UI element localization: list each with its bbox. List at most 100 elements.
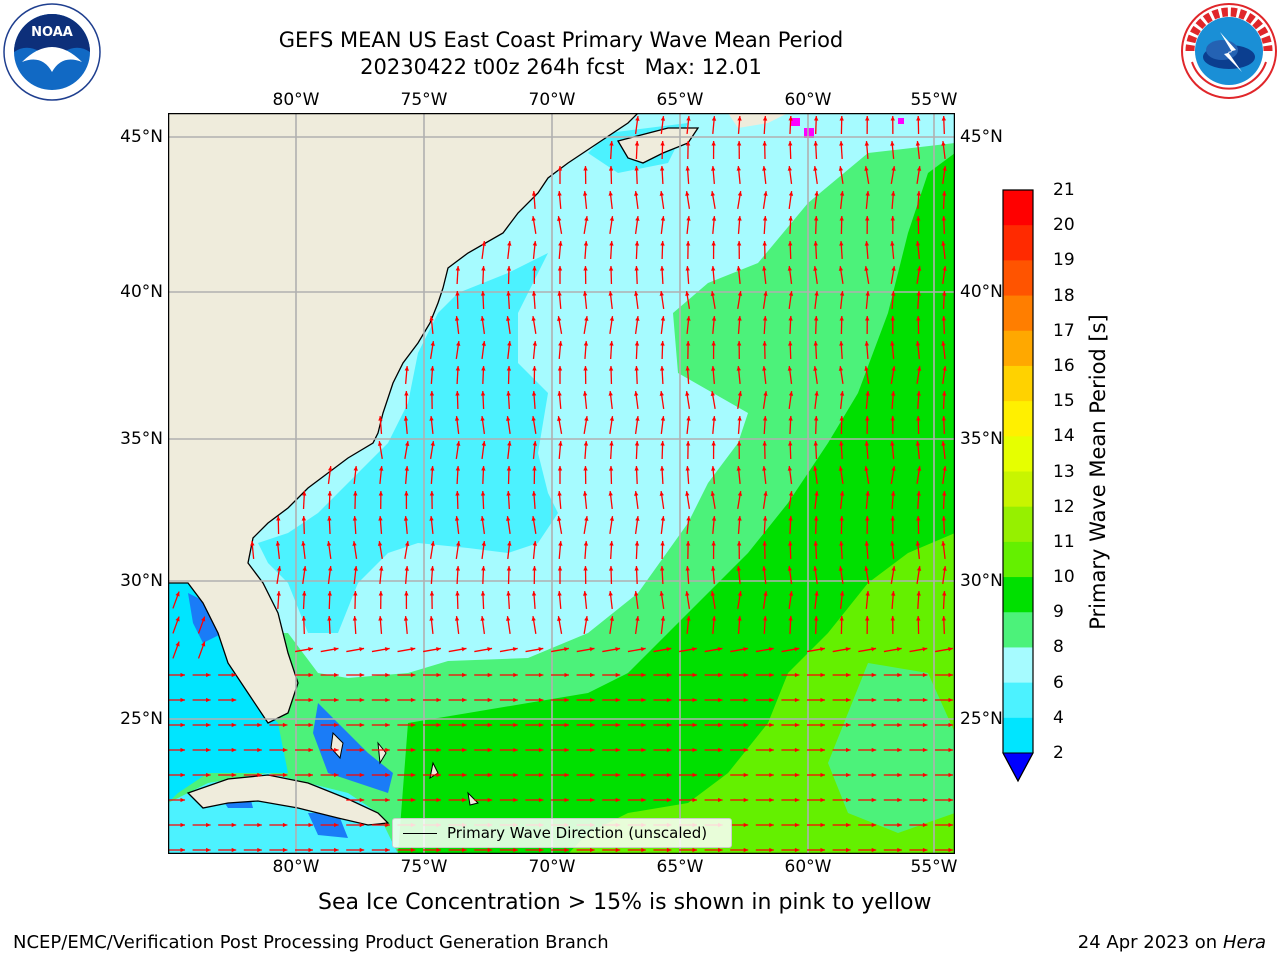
wave-direction-arrow	[704, 747, 723, 753]
wave-period-map	[168, 113, 955, 854]
wave-direction-arrow	[627, 847, 646, 853]
wave-direction-arrow	[583, 216, 589, 234]
wave-direction-arrow	[659, 465, 665, 485]
wave-direction-arrow	[505, 316, 511, 334]
wave-direction-arrow	[397, 797, 416, 803]
wave-direction-arrow	[787, 465, 793, 485]
wave-direction-arrow	[762, 540, 767, 560]
wave-direction-arrow	[379, 465, 384, 485]
colorbar-tick-label: 16	[1053, 355, 1075, 376]
wave-direction-arrow	[192, 722, 211, 728]
wave-direction-arrow	[762, 265, 767, 285]
wave-direction-arrow	[736, 265, 741, 285]
lat-tick-right: 40°N	[960, 282, 1003, 302]
wave-direction-arrow	[942, 590, 947, 610]
wave-direction-arrow	[814, 190, 819, 210]
wave-direction-arrow	[730, 647, 749, 653]
wave-direction-arrow	[557, 590, 562, 610]
sea-ice-patch	[790, 118, 800, 126]
wave-direction-arrow	[890, 340, 895, 360]
wave-direction-arrow	[685, 365, 690, 385]
wave-direction-arrow	[525, 847, 544, 853]
wave-direction-arrow	[653, 647, 672, 653]
wave-direction-arrow	[890, 515, 895, 535]
wave-direction-arrow	[557, 566, 563, 584]
wave-direction-arrow	[762, 365, 767, 385]
wave-direction-arrow	[609, 616, 615, 634]
noaa-logo: NOAA	[2, 2, 102, 102]
wave-direction-arrow	[736, 165, 741, 185]
wave-direction-arrow	[915, 140, 921, 160]
lon-tick-top: 80°W	[272, 90, 320, 110]
wave-direction-arrow	[755, 747, 774, 753]
wave-direction-arrow	[499, 847, 518, 853]
wave-direction-arrow	[557, 216, 563, 234]
lon-tick-top: 60°W	[784, 90, 832, 110]
wave-direction-arrow	[505, 516, 511, 534]
wave-direction-arrow	[320, 747, 339, 753]
wave-direction-arrow	[346, 797, 365, 803]
wave-direction-arrow	[916, 166, 922, 184]
wave-direction-arrow	[429, 341, 435, 359]
wave-direction-arrow	[455, 540, 461, 560]
wave-direction-arrow	[942, 265, 947, 285]
lon-tick-bottom: 70°W	[528, 857, 576, 877]
wave-direction-arrow	[168, 797, 185, 803]
wave-direction-arrow	[525, 772, 544, 778]
wave-direction-arrow	[634, 490, 639, 510]
wave-direction-arrow	[609, 540, 614, 560]
wave-direction-arrow	[634, 390, 639, 410]
wave-direction-arrow	[704, 722, 723, 728]
wave-direction-arrow	[653, 697, 672, 703]
wave-direction-arrow	[168, 722, 185, 728]
wave-direction-arrow	[423, 722, 441, 728]
wave-direction-arrow	[525, 647, 544, 653]
wave-direction-arrow	[660, 515, 666, 535]
wave-direction-arrow	[608, 490, 613, 510]
wave-direction-arrow	[865, 190, 870, 210]
wave-direction-arrow	[659, 365, 665, 385]
wave-direction-arrow	[634, 240, 640, 260]
wave-direction-arrow	[807, 647, 825, 653]
wave-direction-arrow	[269, 722, 288, 728]
colorbar-segment	[1003, 612, 1033, 648]
wave-direction-arrow	[883, 772, 902, 778]
wave-direction-arrow	[423, 697, 441, 703]
wave-direction-arrow	[890, 366, 896, 384]
wave-direction-arrow	[755, 797, 774, 803]
wave-direction-arrow	[916, 290, 921, 310]
coastline	[168, 113, 639, 724]
wave-direction-arrow	[634, 215, 640, 235]
wave-direction-arrow	[935, 797, 953, 803]
colorbar-segment	[1003, 647, 1033, 684]
wave-direction-arrow	[762, 340, 767, 360]
wave-direction-arrow	[608, 590, 613, 610]
wave-direction-arrow	[942, 290, 947, 310]
wave-direction-arrow	[218, 822, 237, 828]
wave-direction-arrow	[865, 115, 870, 135]
wave-direction-arrow	[710, 591, 716, 609]
wave-direction-arrow	[762, 565, 767, 585]
wave-direction-arrow	[371, 722, 390, 728]
wave-direction-arrow	[762, 515, 768, 535]
lon-tick-top: 75°W	[400, 90, 448, 110]
wave-direction-arrow	[704, 772, 723, 778]
wave-direction-arrow	[474, 747, 493, 753]
wave-direction-arrow	[890, 315, 895, 335]
wave-direction-arrow	[814, 490, 819, 510]
wave-direction-arrow	[883, 747, 902, 753]
wave-direction-arrow	[858, 822, 877, 828]
wave-direction-arrow	[295, 697, 313, 703]
wave-direction-arrow	[890, 240, 895, 260]
wave-direction-arrow	[525, 672, 544, 678]
wave-direction-arrow	[762, 165, 767, 185]
colorbar-tick-label: 10	[1053, 567, 1075, 588]
wave-direction-arrow	[730, 797, 749, 803]
wave-direction-arrow	[557, 366, 563, 384]
wave-direction-arrow	[531, 616, 537, 634]
colorbar-segment	[1003, 260, 1033, 297]
wave-direction-arrow	[788, 615, 793, 635]
wave-direction-arrow	[679, 797, 697, 803]
wave-direction-arrow	[583, 440, 589, 460]
wave-direction-arrow	[576, 847, 595, 853]
